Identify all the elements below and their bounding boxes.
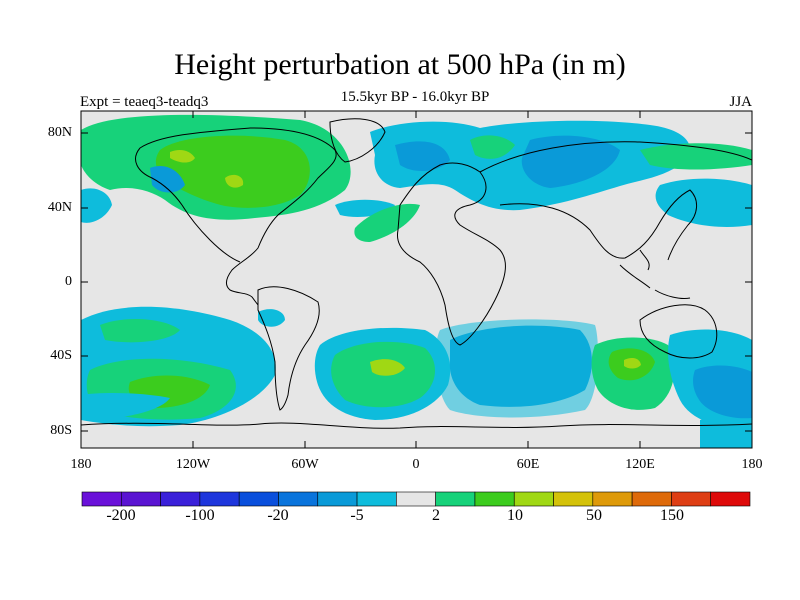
lon-tick-label: 120W [175, 457, 211, 472]
axis-ticks [80, 111, 753, 448]
contour-atlantic-green [354, 203, 420, 242]
contour-pacific-east-teal [81, 178, 752, 227]
colorbar-swatch [553, 491, 594, 507]
colorbar-swatch [278, 491, 319, 507]
lat-tick-label: 80N [47, 125, 72, 140]
colorbar-label: 2 [432, 507, 440, 524]
colorbar-swatch [474, 491, 515, 507]
colorbar-swatch [120, 491, 161, 507]
coastline-antarctica [81, 422, 752, 429]
lon-tick-label: 180 [70, 457, 92, 472]
map-plot-area [81, 111, 752, 448]
colorbar-swatch [160, 491, 201, 507]
colorbar-swatch [238, 491, 279, 507]
lat-tick-label: 80S [50, 423, 72, 438]
colorbar-swatch [199, 491, 240, 507]
lat-tick-label: 40N [47, 200, 72, 215]
lat-tick-label: 40S [50, 348, 72, 363]
colorbar-swatch [435, 491, 476, 507]
colorbar-label: 50 [586, 507, 602, 524]
coastline-australia [639, 304, 718, 359]
colorbar-swatch [513, 491, 554, 507]
coastline-europe-africa [396, 162, 506, 346]
colorbar-label: -5 [350, 507, 364, 524]
colorbar-swatch [356, 491, 397, 507]
colorbar-label: -100 [185, 507, 215, 524]
colorbar [81, 491, 751, 507]
colorbar-swatch [396, 491, 436, 507]
map-subtitle: 15.5kyr BP - 16.0kyr BP [340, 89, 490, 105]
coastlines [81, 118, 752, 429]
contour-eurasia-blue [395, 135, 620, 188]
contour-small-teal [182, 309, 285, 336]
contour-south-indian-yellow [624, 357, 641, 369]
coastline-southeast-asia [619, 249, 691, 299]
contour-north-america-lime [155, 135, 310, 208]
lon-tick-label: 60E [516, 457, 540, 472]
contour-southern-ocean-teal [81, 393, 752, 448]
lon-tick-label: 60W [291, 457, 319, 472]
coastline-south-america [257, 286, 320, 411]
coastline-greenland [329, 118, 386, 163]
colorbar-swatch [592, 491, 633, 507]
contour-australia-blue [693, 365, 752, 419]
colorbar-label: -20 [267, 507, 289, 524]
colorbar-label: 150 [660, 507, 684, 524]
lon-tick-label: 120E [625, 457, 655, 472]
colorbar-swatch [710, 491, 751, 507]
contour-south-atlantic-yellow [370, 359, 405, 376]
map-title: Height perturbation at 500 hPa (in m) [174, 48, 626, 81]
contour-fills [81, 114, 752, 448]
lon-tick-label: 180 [741, 457, 763, 472]
contour-indian-ocean-teal [435, 319, 598, 418]
colorbar-label: 10 [507, 507, 523, 524]
season-label: JJA [729, 94, 752, 110]
colorbar-swatch [317, 491, 358, 507]
coastline-north-america [135, 127, 337, 306]
colorbar-swatch [81, 491, 122, 507]
colorbar-swatch [631, 491, 672, 507]
colorbar-label: -200 [106, 507, 136, 524]
contour-arctic-green [470, 135, 752, 170]
experiment-label: Expt = teaeq3-teadq3 [80, 94, 209, 110]
lon-tick-label: 0 [412, 457, 420, 472]
lat-tick-label: 0 [65, 274, 72, 289]
contour-north-america-yellow [170, 150, 244, 188]
coastline-asia [479, 141, 752, 261]
colorbar-swatch [671, 491, 711, 507]
contour-pacific-blue [150, 165, 185, 193]
